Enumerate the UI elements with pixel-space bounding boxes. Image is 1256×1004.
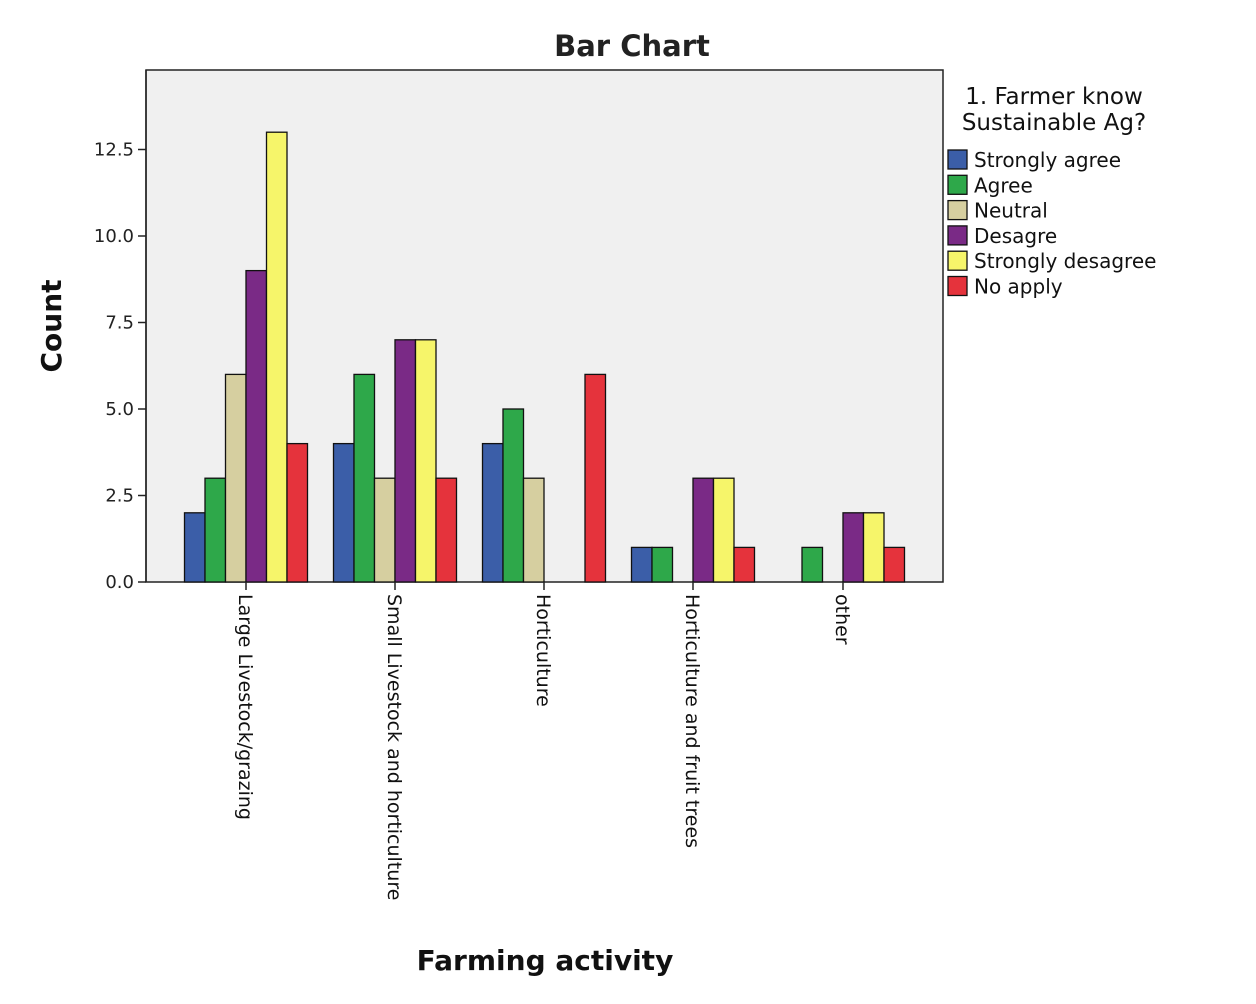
legend-label: Strongly agree <box>974 148 1121 172</box>
legend-swatch <box>947 225 968 246</box>
bar <box>265 131 288 583</box>
y-tick-label: 10.0 <box>94 226 134 247</box>
y-tick-label: 0.0 <box>105 572 134 593</box>
x-tick-label: Large Livestock/grazing <box>234 594 256 820</box>
legend-label: No apply <box>974 275 1063 299</box>
y-tick-label: 2.5 <box>105 486 134 507</box>
bar <box>245 269 268 583</box>
y-tick-label: 5.0 <box>105 399 134 420</box>
y-tick-label: 12.5 <box>94 140 134 161</box>
legend-swatch <box>947 149 968 170</box>
x-tick-label: Horticulture and fruit trees <box>681 594 703 848</box>
bar <box>692 477 715 583</box>
bar <box>883 546 906 583</box>
legend-label: Desagre <box>974 224 1057 248</box>
legend-label: Neutral <box>974 199 1048 223</box>
bar <box>842 512 865 583</box>
bar <box>733 546 756 583</box>
x-axis: Large Livestock/grazing Small Livestock a… <box>234 582 853 900</box>
legend-swatch <box>947 199 968 221</box>
bars-group <box>183 131 906 583</box>
legend-label: Strongly desagree <box>974 249 1156 273</box>
legend-swatch <box>947 174 968 195</box>
chart-title: Bar Chart <box>554 29 710 63</box>
bar <box>630 546 653 583</box>
x-tick-label: Small Livestock and horticulture <box>383 594 405 900</box>
bar <box>862 512 885 583</box>
bar <box>712 477 735 583</box>
x-tick-label: Horticulture <box>532 594 554 707</box>
legend-title: Sustainable Ag? <box>962 110 1146 136</box>
bar <box>353 373 376 583</box>
x-axis-title: Farming activity <box>417 944 674 977</box>
bar <box>373 477 396 583</box>
bar <box>481 442 504 583</box>
y-tick-label: 7.5 <box>105 313 134 334</box>
bar <box>435 477 458 583</box>
legend-title: 1. Farmer know <box>965 84 1143 110</box>
legend-swatch <box>947 250 968 271</box>
x-tick-label: other <box>831 594 853 645</box>
bar <box>224 373 247 583</box>
y-axis: 0.0 2.5 5.0 7.5 10.0 12.5 <box>94 70 147 593</box>
legend-label: Agree <box>974 173 1033 197</box>
bar <box>522 477 545 583</box>
bar <box>286 442 309 583</box>
bar <box>204 477 227 583</box>
legend-swatch <box>947 275 968 297</box>
bar <box>394 339 417 583</box>
bar <box>584 373 607 583</box>
bar <box>502 408 525 583</box>
bar <box>332 442 355 583</box>
y-axis-title: Count <box>35 279 68 372</box>
bar <box>183 512 206 583</box>
bar <box>651 546 674 583</box>
bar <box>414 339 437 583</box>
bar <box>801 546 824 583</box>
